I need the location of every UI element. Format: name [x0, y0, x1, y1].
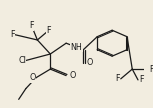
Text: F: F [10, 30, 14, 39]
Text: F: F [29, 21, 34, 30]
Text: F: F [139, 75, 144, 84]
Text: F: F [47, 26, 51, 35]
Text: F: F [115, 74, 119, 83]
Text: O: O [87, 58, 93, 67]
Text: O: O [70, 71, 76, 80]
Text: F: F [149, 65, 153, 74]
Text: NH: NH [70, 43, 82, 52]
Text: O: O [30, 73, 36, 82]
Text: Cl: Cl [18, 56, 26, 65]
